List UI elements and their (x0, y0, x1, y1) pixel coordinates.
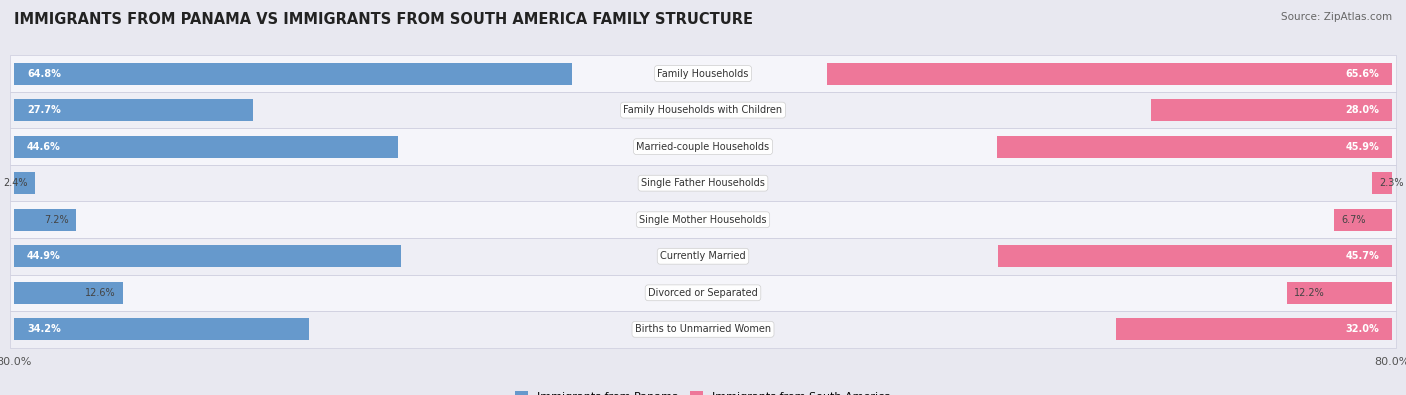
FancyBboxPatch shape (10, 201, 1396, 238)
Text: 28.0%: 28.0% (1346, 105, 1379, 115)
Text: 6.7%: 6.7% (1341, 215, 1365, 225)
Text: Births to Unmarried Women: Births to Unmarried Women (636, 324, 770, 334)
Text: 2.4%: 2.4% (3, 178, 28, 188)
Bar (1372, 172, 1392, 194)
Bar (1152, 99, 1392, 121)
Bar (997, 135, 1392, 158)
FancyBboxPatch shape (10, 165, 1396, 201)
Bar (1286, 282, 1392, 304)
Bar (14, 318, 308, 340)
Text: 44.9%: 44.9% (27, 251, 60, 261)
Text: 65.6%: 65.6% (1346, 69, 1379, 79)
Text: 45.7%: 45.7% (1346, 251, 1379, 261)
Bar (14, 282, 122, 304)
Bar (1116, 318, 1392, 340)
Bar (14, 62, 572, 85)
Bar (14, 209, 76, 231)
Text: Currently Married: Currently Married (661, 251, 745, 261)
Text: 12.6%: 12.6% (84, 288, 115, 298)
Bar (14, 135, 398, 158)
Text: 27.7%: 27.7% (27, 105, 60, 115)
Text: Married-couple Households: Married-couple Households (637, 142, 769, 152)
Text: IMMIGRANTS FROM PANAMA VS IMMIGRANTS FROM SOUTH AMERICA FAMILY STRUCTURE: IMMIGRANTS FROM PANAMA VS IMMIGRANTS FRO… (14, 12, 754, 27)
Text: 32.0%: 32.0% (1346, 324, 1379, 334)
Bar (14, 245, 401, 267)
Text: Single Mother Households: Single Mother Households (640, 215, 766, 225)
Text: 64.8%: 64.8% (27, 69, 60, 79)
Text: Family Households with Children: Family Households with Children (623, 105, 783, 115)
FancyBboxPatch shape (10, 311, 1396, 348)
Text: 12.2%: 12.2% (1294, 288, 1324, 298)
Text: Divorced or Separated: Divorced or Separated (648, 288, 758, 298)
FancyBboxPatch shape (10, 275, 1396, 311)
Text: 2.3%: 2.3% (1379, 178, 1403, 188)
Text: 45.9%: 45.9% (1346, 142, 1379, 152)
Bar (998, 245, 1392, 267)
FancyBboxPatch shape (10, 128, 1396, 165)
Text: Single Father Households: Single Father Households (641, 178, 765, 188)
Legend: Immigrants from Panama, Immigrants from South America: Immigrants from Panama, Immigrants from … (510, 387, 896, 395)
Bar (1334, 209, 1392, 231)
FancyBboxPatch shape (10, 92, 1396, 128)
Text: 44.6%: 44.6% (27, 142, 60, 152)
FancyBboxPatch shape (10, 238, 1396, 275)
Bar (14, 99, 253, 121)
Text: Family Households: Family Households (658, 69, 748, 79)
Text: 7.2%: 7.2% (45, 215, 69, 225)
Text: Source: ZipAtlas.com: Source: ZipAtlas.com (1281, 12, 1392, 22)
Bar (14, 172, 35, 194)
Bar (827, 62, 1392, 85)
FancyBboxPatch shape (10, 55, 1396, 92)
Text: 34.2%: 34.2% (27, 324, 60, 334)
